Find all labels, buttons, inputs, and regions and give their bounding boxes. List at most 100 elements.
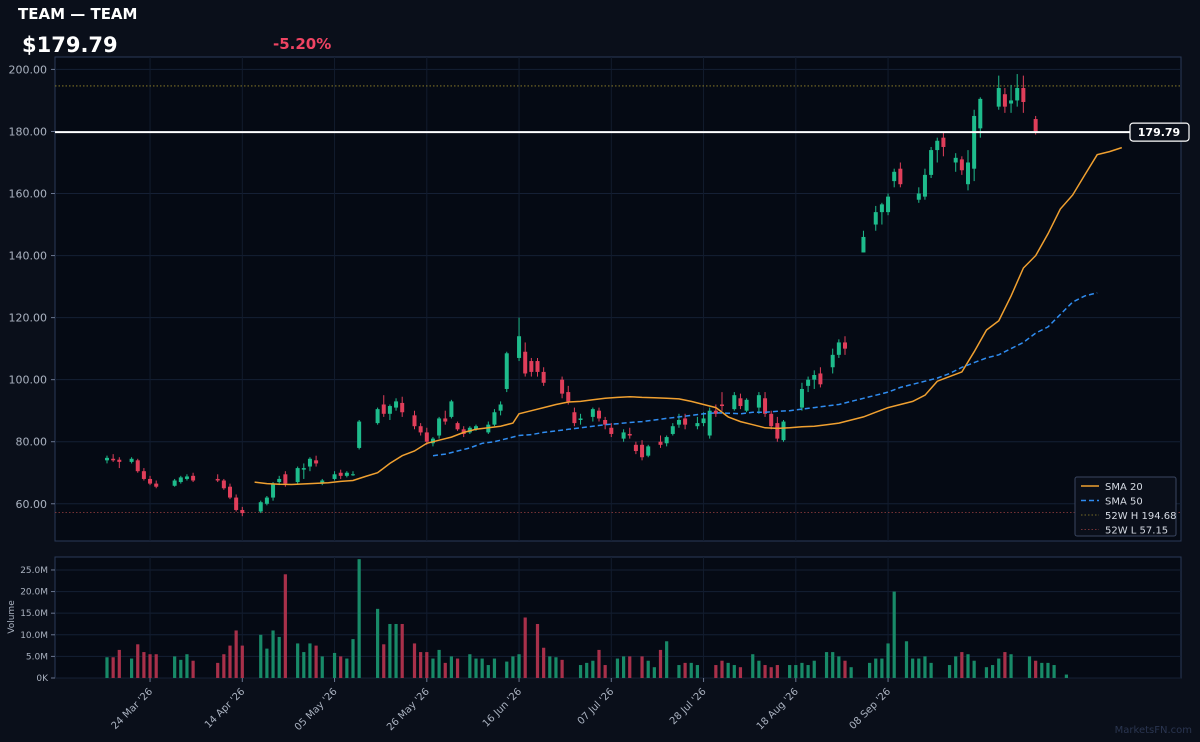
candle-body [338, 472, 343, 476]
candle-body [234, 497, 239, 510]
volume-bar [652, 667, 656, 678]
volume-bar [683, 662, 687, 678]
price-tick-label: 140.00 [9, 250, 48, 263]
volume-bar [308, 643, 312, 678]
volume-bar [578, 665, 583, 678]
candle-body [695, 423, 700, 427]
volume-bar [1040, 662, 1044, 678]
volume-bar [117, 649, 121, 678]
candle-body [1002, 94, 1007, 107]
candle-body [935, 140, 940, 151]
candle-body [492, 412, 497, 425]
candle-body [633, 444, 638, 452]
volume-bar [868, 662, 872, 678]
volume-bar [892, 591, 896, 678]
candle-body [449, 401, 454, 417]
volume-bar [720, 660, 724, 678]
volume-bar [277, 636, 281, 678]
volume-bar [542, 647, 546, 678]
volume-bar [191, 660, 195, 678]
volume-series [105, 559, 1068, 678]
volume-tick-label: 0K [36, 674, 49, 684]
volume-bar [535, 623, 540, 678]
volume-bar [984, 667, 989, 678]
volume-bar [1064, 674, 1068, 678]
candle-body [332, 474, 337, 479]
candle-body [221, 480, 226, 489]
candle-body [283, 474, 288, 484]
candle-body [375, 409, 380, 424]
volume-bar [1034, 660, 1038, 678]
price-tick-label: 160.00 [9, 188, 48, 201]
candle-body [953, 157, 958, 163]
candle-body [756, 395, 761, 408]
candle-body [861, 236, 866, 253]
legend-label: SMA 50 [1105, 497, 1143, 508]
volume-bar [480, 658, 484, 678]
date-tick-label: 28 Jul '26 [668, 686, 709, 727]
price-panel [54, 56, 1182, 542]
volume-bar [455, 658, 460, 678]
volume-bar [837, 656, 841, 678]
volume-bar [806, 665, 810, 678]
volume-bar [757, 660, 761, 678]
volume-bar [388, 623, 392, 678]
volume-bar [677, 665, 681, 678]
candle-body [720, 404, 724, 407]
volume-axis-label: Volume [7, 600, 17, 634]
volume-bar [548, 656, 552, 678]
candle-body [258, 502, 263, 512]
candle-body [763, 398, 768, 414]
volume-bar [917, 658, 921, 678]
volume-bar [339, 656, 343, 678]
legend-label: 52W H 194.68 [1105, 511, 1176, 522]
candle-body [578, 418, 583, 420]
candle-body [301, 468, 306, 470]
candle-body [418, 426, 423, 433]
volume-bar [929, 662, 933, 678]
candle-body [1033, 119, 1038, 133]
volume-bar [714, 665, 718, 678]
candle-body [664, 437, 669, 444]
volume-tick-label: 10.0M [20, 631, 48, 641]
candle-body [603, 420, 608, 425]
candle-body [843, 342, 847, 349]
date-tick-label: 18 Aug '26 [755, 686, 801, 732]
volume-tick-label: 25.0M [20, 566, 48, 576]
volume-bar [874, 658, 878, 678]
candle-body [517, 336, 522, 358]
volume-bar [585, 662, 589, 678]
volume-bar [357, 559, 361, 678]
last-price-box [1129, 122, 1190, 142]
candle-body [307, 458, 312, 467]
volume-bar [732, 665, 736, 678]
volume-bar [130, 658, 134, 678]
legend-label: 52W L 57.15 [1105, 526, 1168, 537]
volume-bar [234, 630, 238, 678]
volume-bar [554, 657, 558, 678]
volume-bar [216, 662, 220, 678]
legend-box [1074, 476, 1177, 537]
volume-bar [622, 656, 626, 678]
candle-body [271, 483, 276, 498]
volume-bar [105, 657, 109, 678]
candle-body [929, 150, 934, 175]
volume-bar [658, 649, 663, 678]
candle-body [646, 446, 651, 456]
date-tick-label: 14 Apr '26 [203, 686, 247, 730]
candlestick-series [105, 74, 1038, 517]
candle-body [541, 371, 546, 383]
candle-body [898, 168, 903, 185]
candle-body [1015, 88, 1020, 101]
volume-tick-label: 15.0M [20, 609, 48, 619]
volume-bar [517, 654, 521, 678]
volume-bar [382, 644, 386, 678]
volume-bar [788, 665, 792, 678]
date-tick-label: 16 Jun '26 [481, 686, 524, 729]
candle-body [320, 480, 325, 484]
candle-body [701, 418, 706, 424]
candle-body [640, 444, 645, 458]
price-change-percent: -5.20% [273, 35, 332, 53]
volume-bar [831, 652, 835, 678]
current-price: $179.79 [22, 33, 118, 57]
